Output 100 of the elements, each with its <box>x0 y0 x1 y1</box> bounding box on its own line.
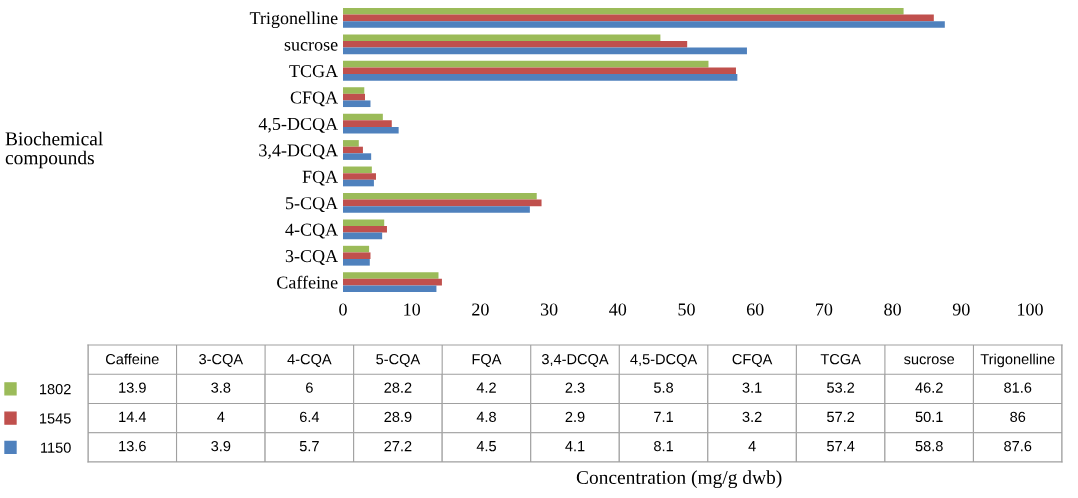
y-tick-label: 4-CQA <box>285 223 339 239</box>
x-tick-label: 40 <box>609 303 627 316</box>
data-label: 28.2 <box>384 382 412 393</box>
bar <box>343 192 537 200</box>
data-label: 13.6 <box>119 440 146 452</box>
bar <box>343 100 371 108</box>
data-label: 6 <box>306 382 313 393</box>
bar <box>343 245 370 253</box>
x-tick-label: 10 <box>404 303 421 316</box>
data-label: 3.2 <box>742 411 762 423</box>
x-tick-label: Trigonelline <box>980 353 1055 368</box>
data-label: 14.4 <box>119 411 147 422</box>
bar <box>343 120 392 127</box>
data-label: 86 <box>1010 411 1026 423</box>
data-label: 53.2 <box>827 382 855 393</box>
data-label: 5.8 <box>653 382 674 393</box>
data-label: 57.2 <box>827 411 855 423</box>
x-tick-label: 50 <box>678 303 695 316</box>
x-tick-label: FQA <box>472 354 502 367</box>
x-tick-label: 60 <box>746 303 764 316</box>
bar <box>343 153 372 160</box>
data-label: 2.9 <box>565 411 585 423</box>
text: Biochemical compounds <box>5 131 103 169</box>
bar <box>343 14 934 22</box>
data-label: 46.2 <box>915 382 943 393</box>
y-tick-label: sucrose <box>284 42 338 51</box>
bar <box>343 179 374 187</box>
y-tick-label: CFQA <box>290 91 339 107</box>
y-tick-label: Caffeine <box>277 275 338 289</box>
x-tick-label: 70 <box>816 303 833 316</box>
x-tick-label: 0 <box>339 303 347 316</box>
data-label: 13.9 <box>119 382 146 393</box>
bar <box>343 113 383 121</box>
x-tick-label: CFQA <box>732 354 773 367</box>
bar <box>343 40 688 48</box>
data-label: 58.8 <box>915 440 943 452</box>
y-tick-label: 3,4-DCQA <box>259 144 339 160</box>
bar <box>343 60 709 68</box>
bar <box>343 259 370 266</box>
bar <box>343 87 365 94</box>
data-label: 57.4 <box>827 441 855 452</box>
bar <box>343 252 371 260</box>
bar <box>343 126 399 134</box>
bar <box>343 278 442 286</box>
x-tick-label: 90 <box>952 303 970 316</box>
x-tick-label: 4,5-DCQA <box>630 354 698 367</box>
data-label: 4.8 <box>476 411 496 423</box>
bar <box>343 93 365 101</box>
text: Concentration (mg/g dwb) <box>576 470 782 489</box>
bar <box>343 47 747 55</box>
data-label: 4 <box>748 441 756 452</box>
bar <box>343 67 736 75</box>
x-tick-label: TCGA <box>820 354 861 365</box>
bar <box>343 21 945 28</box>
bar <box>343 285 437 293</box>
x-tick-label: sucrose <box>904 356 955 365</box>
bar <box>343 272 439 279</box>
x-tick-label: 20 <box>472 303 489 316</box>
bar <box>343 206 530 213</box>
data-label: 4.2 <box>476 382 496 393</box>
bar <box>343 140 359 147</box>
data-label: 2.3 <box>565 382 585 393</box>
data-label: 4.1 <box>565 441 585 452</box>
data-label: 28.9 <box>384 411 412 423</box>
y-tick-label: 1545 <box>40 413 71 424</box>
y-tick-label: TCGA <box>289 65 339 78</box>
data-label: 3.8 <box>211 382 231 393</box>
bar <box>343 74 738 81</box>
y-tick-label: 5-CQA <box>286 197 339 213</box>
y-tick-label: 1802 <box>40 383 71 395</box>
data-label: 5.7 <box>299 441 319 452</box>
data-label: 3.9 <box>211 440 231 452</box>
x-tick-label: 3,4-DCQA <box>541 354 609 367</box>
y-tick-label: Trigonelline <box>249 11 338 29</box>
bar <box>343 146 363 154</box>
x-tick-label: 5-CQA <box>376 354 421 367</box>
data-label: 81.6 <box>1004 382 1032 393</box>
data-label: 50.1 <box>915 411 943 423</box>
bar <box>343 166 372 174</box>
data-label: 87.6 <box>1004 440 1032 452</box>
data-label: 27.2 <box>384 440 412 452</box>
x-tick-label: 3-CQA <box>199 354 244 367</box>
y-tick-label: 3-CQA <box>285 250 339 265</box>
bar <box>343 199 542 207</box>
data-label: 8.1 <box>654 440 673 452</box>
bar <box>343 225 387 233</box>
y-tick-label: 1150 <box>41 442 71 453</box>
bar <box>343 173 376 180</box>
x-tick-label: 80 <box>884 303 901 316</box>
bar <box>343 34 661 41</box>
data-label: 3.1 <box>742 382 762 393</box>
bar <box>343 232 383 240</box>
y-tick-label: FQA <box>302 170 339 186</box>
data-label: 4.5 <box>476 441 496 452</box>
x-tick-label: Caffeine <box>105 353 159 365</box>
bar <box>343 7 904 15</box>
data-label: 6.4 <box>299 411 320 423</box>
data-label: 4 <box>217 411 225 422</box>
x-tick-label: 100 <box>1018 303 1043 316</box>
data-label: 7.1 <box>654 411 673 422</box>
